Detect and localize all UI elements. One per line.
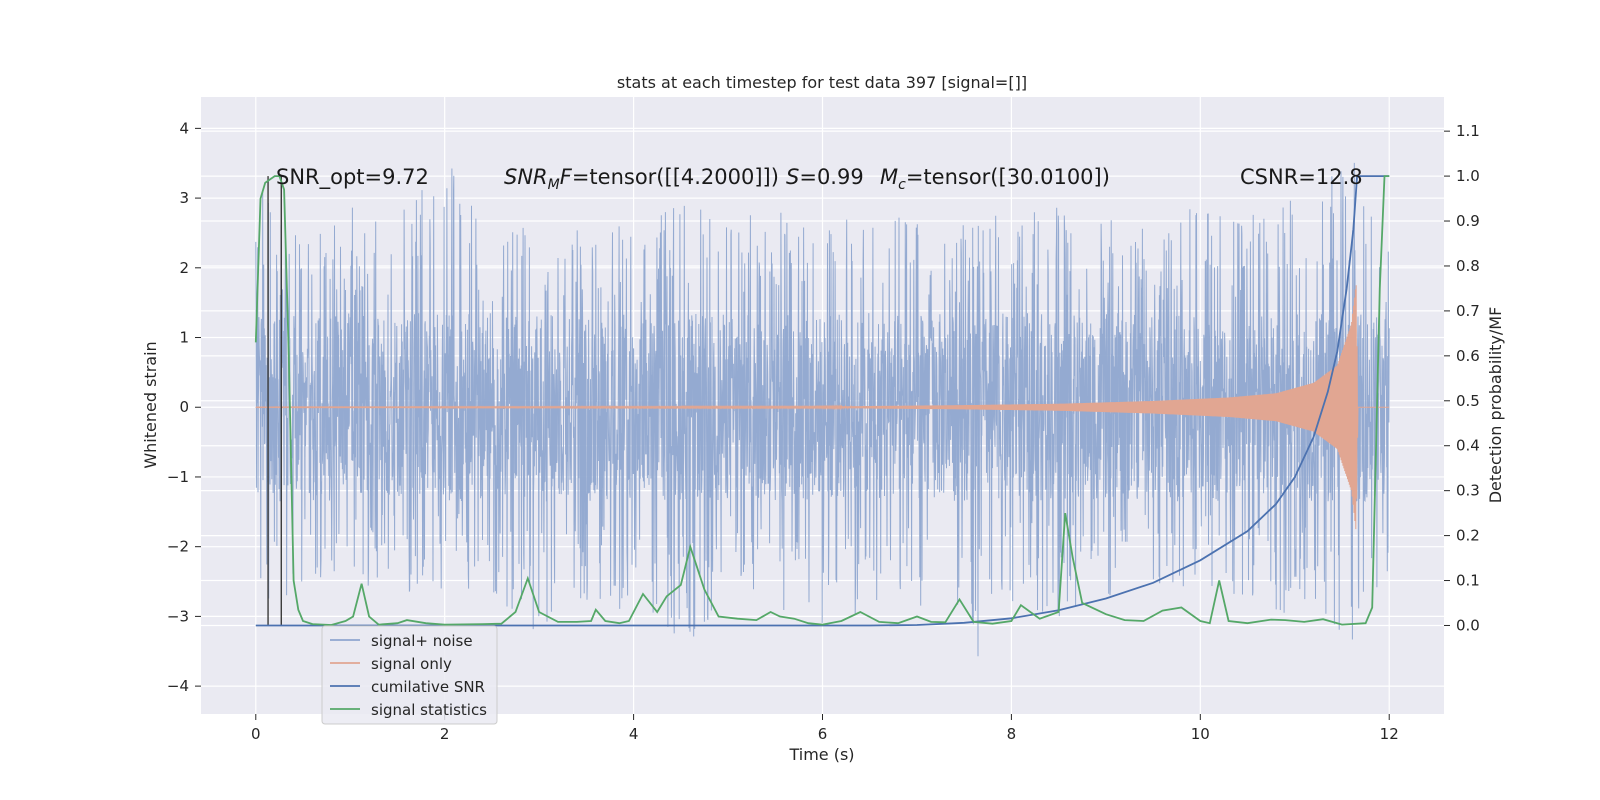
y-tick-label-left: −3	[167, 607, 189, 625]
x-tick-label: 10	[1191, 725, 1210, 743]
annotation-snr-mf: SNRMF=tensor([[4.2000]])	[504, 165, 779, 193]
x-tick-label: 6	[818, 725, 828, 743]
annotations: SNR_opt=9.72 SNRMF=tensor([[4.2000]]) S=…	[276, 165, 1363, 193]
chart-title: stats at each timestep for test data 397…	[617, 73, 1027, 92]
x-tick-label: 4	[629, 725, 639, 743]
y-tick-label-left: 2	[179, 259, 189, 277]
annotation-mc: Mc=tensor([30.0100])	[880, 165, 1110, 193]
mc-var: M	[880, 165, 898, 189]
ticks-layer: 0 2 4 6 8 10 12−4−3−2−1012340.00.10.20.30.40.5…	[167, 119, 1480, 743]
y-tick-label-left: −2	[167, 538, 189, 556]
snr-mf-value: =tensor([[4.2000]])	[572, 165, 779, 189]
y-tick-label-right: 0.6	[1456, 347, 1480, 365]
legend-box	[321, 625, 498, 725]
y-tick-label-right: 0.4	[1456, 437, 1480, 455]
y-tick-label-right: 0.9	[1456, 212, 1480, 230]
y-tick-label-left: −4	[167, 677, 189, 695]
series-signal-only	[255, 285, 1390, 530]
series-layer	[254, 162, 1390, 657]
y-axis-label-left: Whitened strain	[141, 341, 160, 468]
x-tick-label: 0	[251, 725, 261, 743]
s-value: =0.99	[799, 165, 863, 189]
legend-label-signal-only: signal only	[371, 655, 452, 673]
annotation-csnr: CSNR=12.8	[1240, 165, 1363, 189]
y-tick-label-right: 0.1	[1456, 572, 1480, 590]
legend-label-signal-statistics: signal statistics	[371, 701, 487, 719]
x-tick-label: 8	[1007, 725, 1017, 743]
y-tick-label-right: 0.7	[1456, 302, 1480, 320]
y-tick-label-left: 4	[179, 119, 189, 137]
snr-mf-var2: F	[560, 165, 573, 189]
x-tick-label: 12	[1380, 725, 1399, 743]
y-tick-label-left: −1	[167, 468, 189, 486]
y-tick-label-right: 0.0	[1456, 616, 1480, 634]
x-axis-label: Time (s)	[788, 745, 854, 764]
y-tick-label-right: 0.8	[1456, 257, 1480, 275]
legend-item-cumulative-snr: cumilative SNR	[330, 678, 485, 696]
annotation-snr-opt: SNR_opt=9.72	[276, 165, 429, 190]
mc-value: =tensor([30.0100])	[906, 165, 1110, 189]
series-signal-noise	[255, 162, 1390, 657]
y-axis-label-right: Detection probability/MF	[1486, 307, 1505, 504]
y-tick-label-right: 0.5	[1456, 392, 1480, 410]
x-tick-label: 2	[440, 725, 450, 743]
legend: signal+ noise signal only cumilative SNR…	[321, 625, 498, 725]
y-tick-label-left: 1	[179, 329, 189, 347]
y-tick-label-left: 3	[179, 189, 189, 207]
legend-item-signal-noise: signal+ noise	[330, 632, 473, 650]
legend-label-cumulative-snr: cumilative SNR	[371, 678, 485, 696]
annotation-s: S=0.99	[786, 165, 864, 189]
series-signal-statistics	[254, 175, 1390, 626]
legend-label-signal-noise: signal+ noise	[371, 632, 473, 650]
snr-mf-var: SNR	[504, 165, 548, 189]
y-tick-label-right: 1.0	[1456, 167, 1480, 185]
snr-mf-sub: M	[548, 177, 560, 193]
mc-sub: c	[898, 177, 906, 193]
y-tick-label-right: 0.2	[1456, 527, 1480, 545]
y-tick-label-right: 0.3	[1456, 482, 1480, 500]
y-tick-label-right: 1.1	[1456, 122, 1480, 140]
legend-item-signal-only: signal only	[330, 655, 452, 673]
series-cumulative-snr	[255, 175, 1390, 627]
legend-item-signal-statistics: signal statistics	[330, 701, 487, 719]
s-var: S	[786, 165, 799, 189]
y-tick-label-left: 0	[179, 398, 189, 416]
